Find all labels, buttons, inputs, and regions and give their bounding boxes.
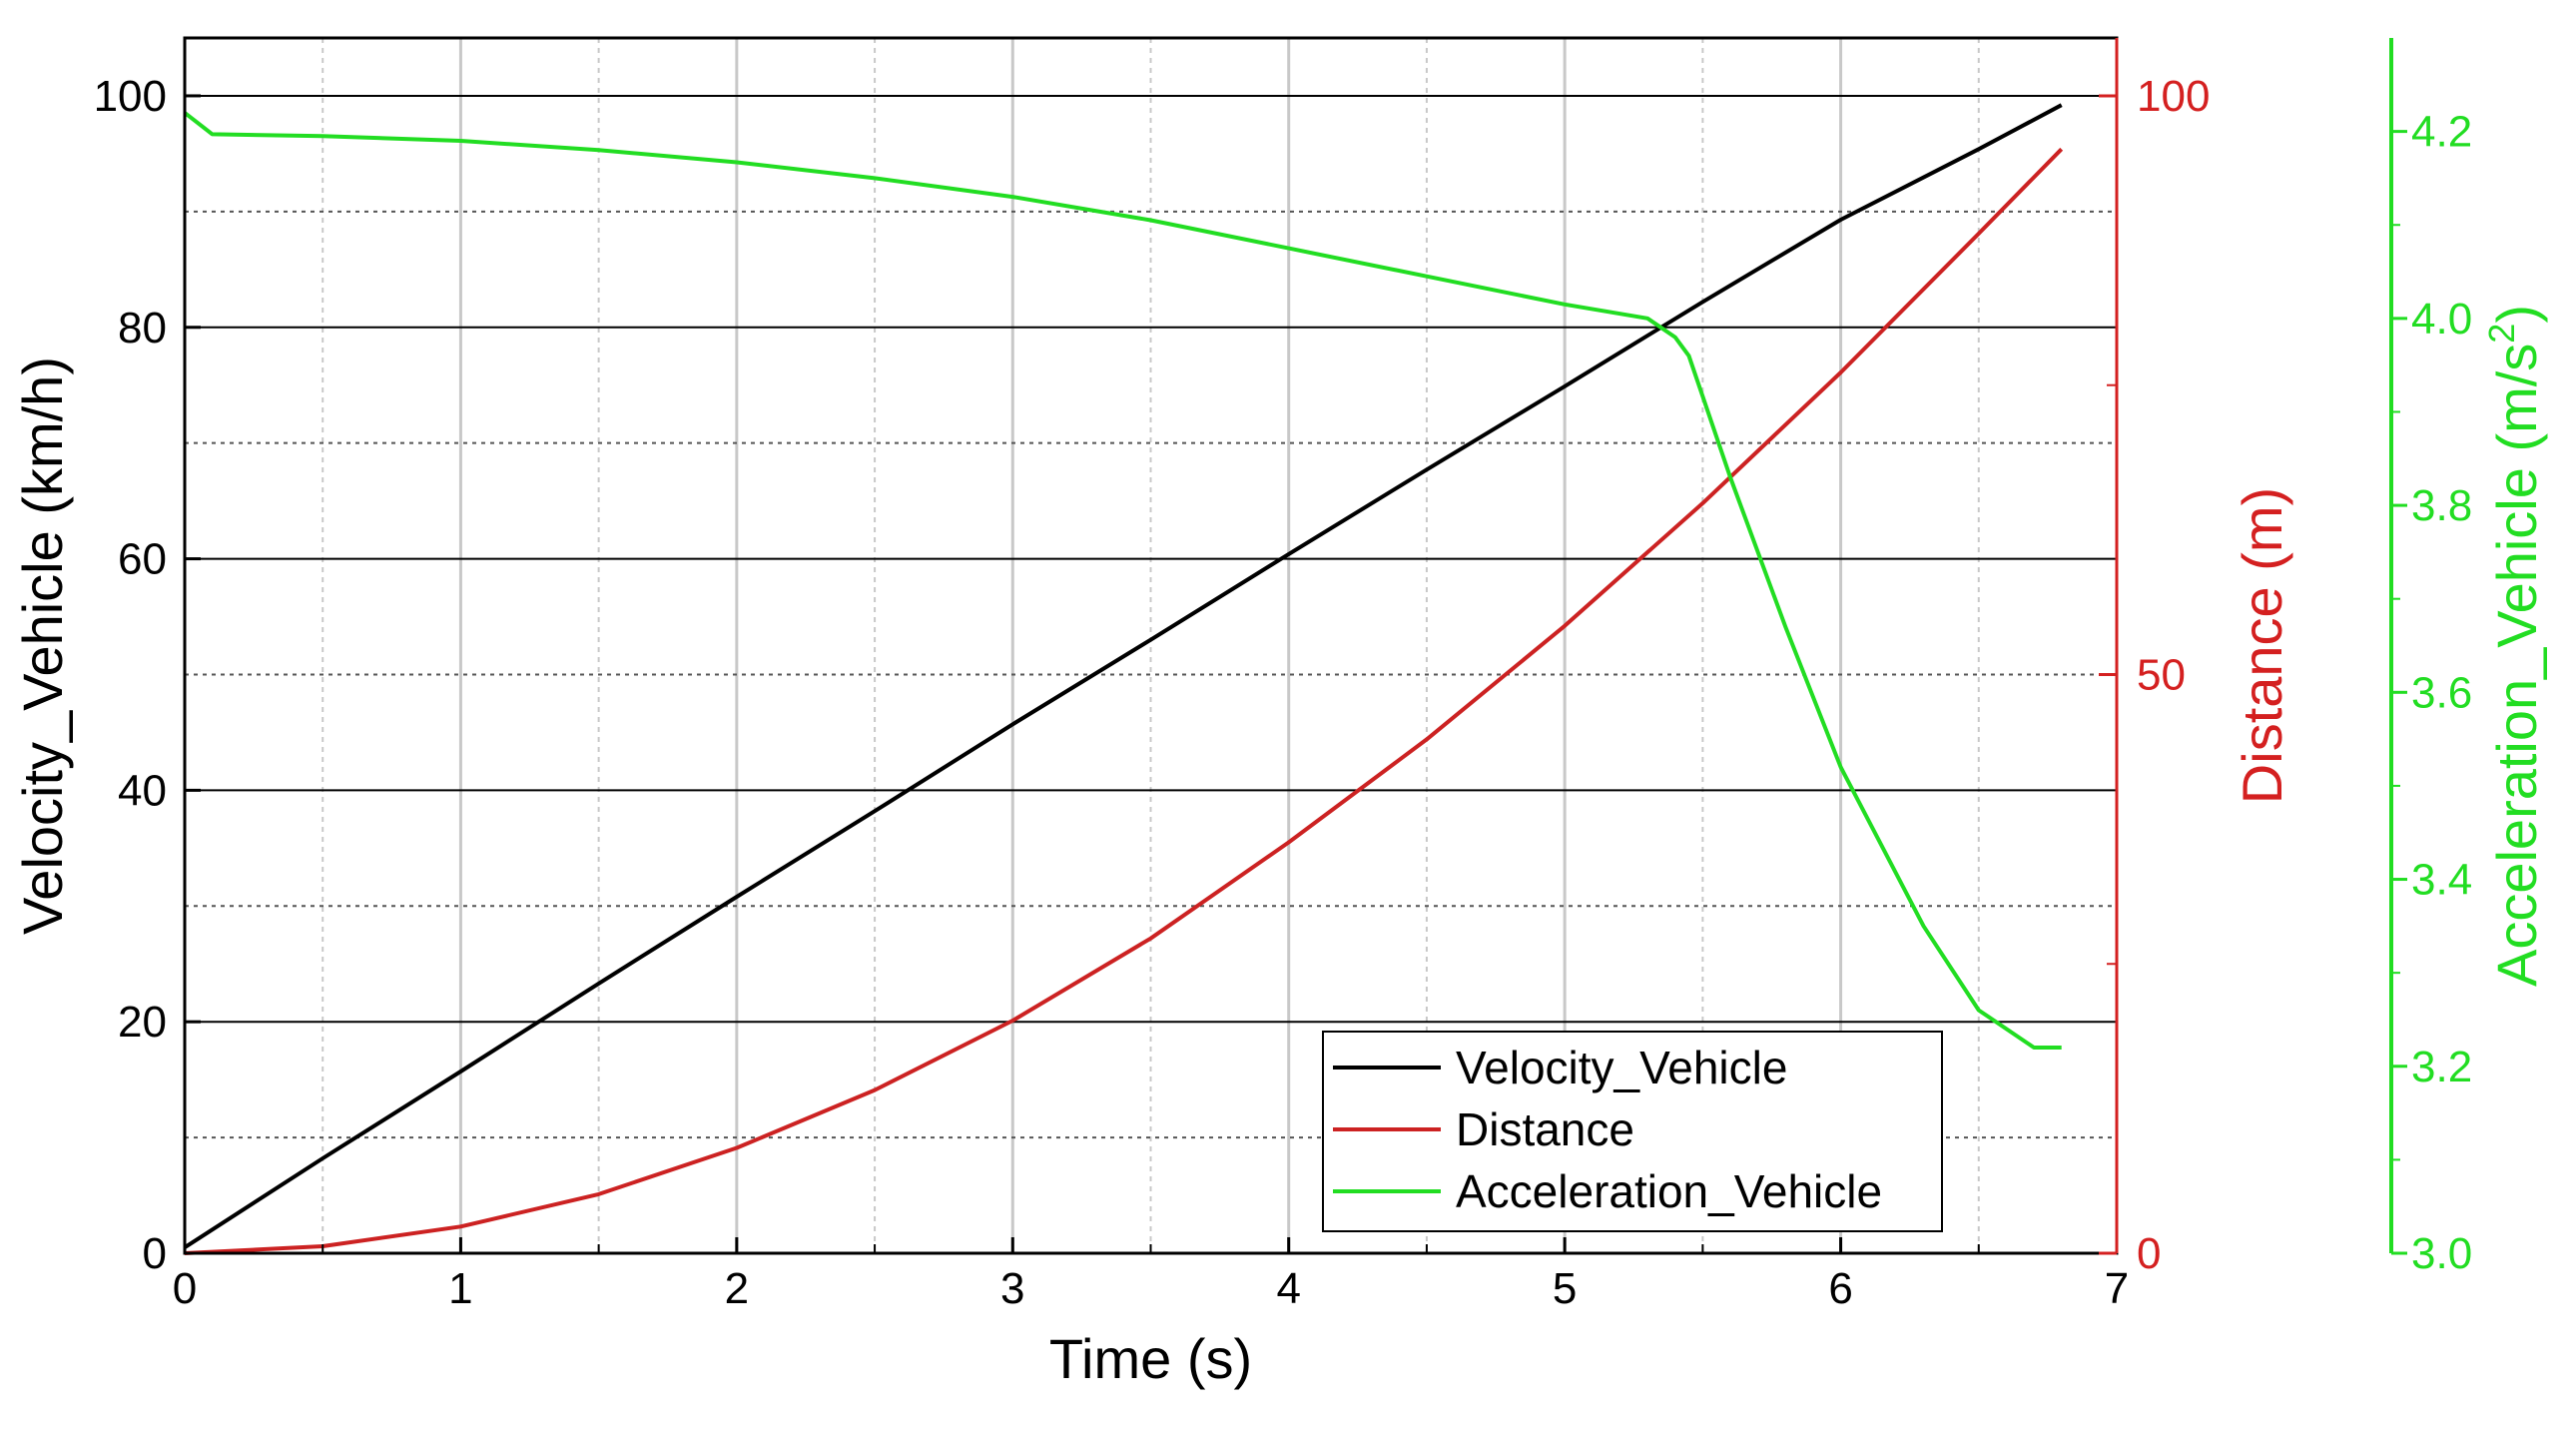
- y-velocity-tick-label: 100: [94, 72, 167, 121]
- x-tick-label: 7: [2105, 1264, 2129, 1313]
- legend-label-distance: Distance: [1456, 1103, 1634, 1155]
- x-tick-label: 4: [1276, 1264, 1300, 1313]
- y-acceleration-tick-label: 4.2: [2411, 108, 2472, 157]
- y-velocity-tick-label: 0: [143, 1229, 167, 1278]
- y-distance-tick-label: 0: [2137, 1229, 2161, 1278]
- y-distance-tick-label: 100: [2137, 72, 2210, 121]
- x-tick-label: 2: [725, 1264, 749, 1313]
- x-tick-label: 3: [1000, 1264, 1024, 1313]
- y-velocity-tick-label: 60: [118, 535, 167, 584]
- y-velocity-tick-label: 40: [118, 766, 167, 815]
- series-line-distance: [184, 147, 2064, 1255]
- series-line-velocity: [183, 103, 2063, 1249]
- y-acceleration-tick-label: 3.4: [2411, 856, 2472, 905]
- x-tick-label: 1: [448, 1264, 472, 1313]
- series-line-acceleration: [183, 111, 2062, 1050]
- x-axis: 0 1 2 3 4 5 6 7: [173, 1237, 2129, 1313]
- x-axis-title: Time (s): [1049, 1327, 1252, 1390]
- y-axis-acceleration-title-main: Acceleration_Vehicle (m/s: [2485, 344, 2548, 987]
- y-acceleration-tick-label: 4.0: [2411, 295, 2472, 344]
- y-acceleration-tick-label: 3.2: [2411, 1043, 2472, 1091]
- y-distance-tick-label: 50: [2137, 650, 2186, 699]
- y-axis-acceleration-title: Acceleration_Vehicle (m/s2): [2481, 305, 2548, 987]
- y-axis-velocity: 0 20 40 60 80 100: [94, 72, 201, 1278]
- y-axis-distance-title: Distance (m): [2231, 487, 2293, 804]
- grid: [185, 38, 2117, 1253]
- y-axis-acceleration-title-end: ): [2485, 305, 2548, 324]
- y-axis-acceleration: 3.0 3.2 3.4 3.6 3.8 4.0 4.2: [2389, 38, 2472, 1278]
- legend-label-velocity: Velocity_Vehicle: [1456, 1042, 1787, 1093]
- y-axis-distance: 0 50 100: [2099, 38, 2210, 1278]
- x-tick-label: 6: [1828, 1264, 1852, 1313]
- y-acceleration-tick-label: 3.0: [2411, 1229, 2472, 1278]
- y-acceleration-tick-label: 3.8: [2411, 481, 2472, 530]
- y-acceleration-tick-label: 3.6: [2411, 668, 2472, 717]
- x-tick-label: 5: [1553, 1264, 1577, 1313]
- x-tick-label: 0: [173, 1264, 197, 1313]
- y-axis-velocity-title: Velocity_Vehicle (km/h): [11, 357, 74, 935]
- series-layer: [183, 103, 2064, 1255]
- legend: Velocity_Vehicle Distance Acceleration_V…: [1322, 1031, 1943, 1232]
- y-velocity-tick-label: 20: [118, 998, 167, 1047]
- y-axis-acceleration-title-superscript: 2: [2481, 324, 2522, 344]
- legend-label-acceleration: Acceleration_Vehicle: [1456, 1165, 1882, 1217]
- y-velocity-tick-label: 80: [118, 304, 167, 353]
